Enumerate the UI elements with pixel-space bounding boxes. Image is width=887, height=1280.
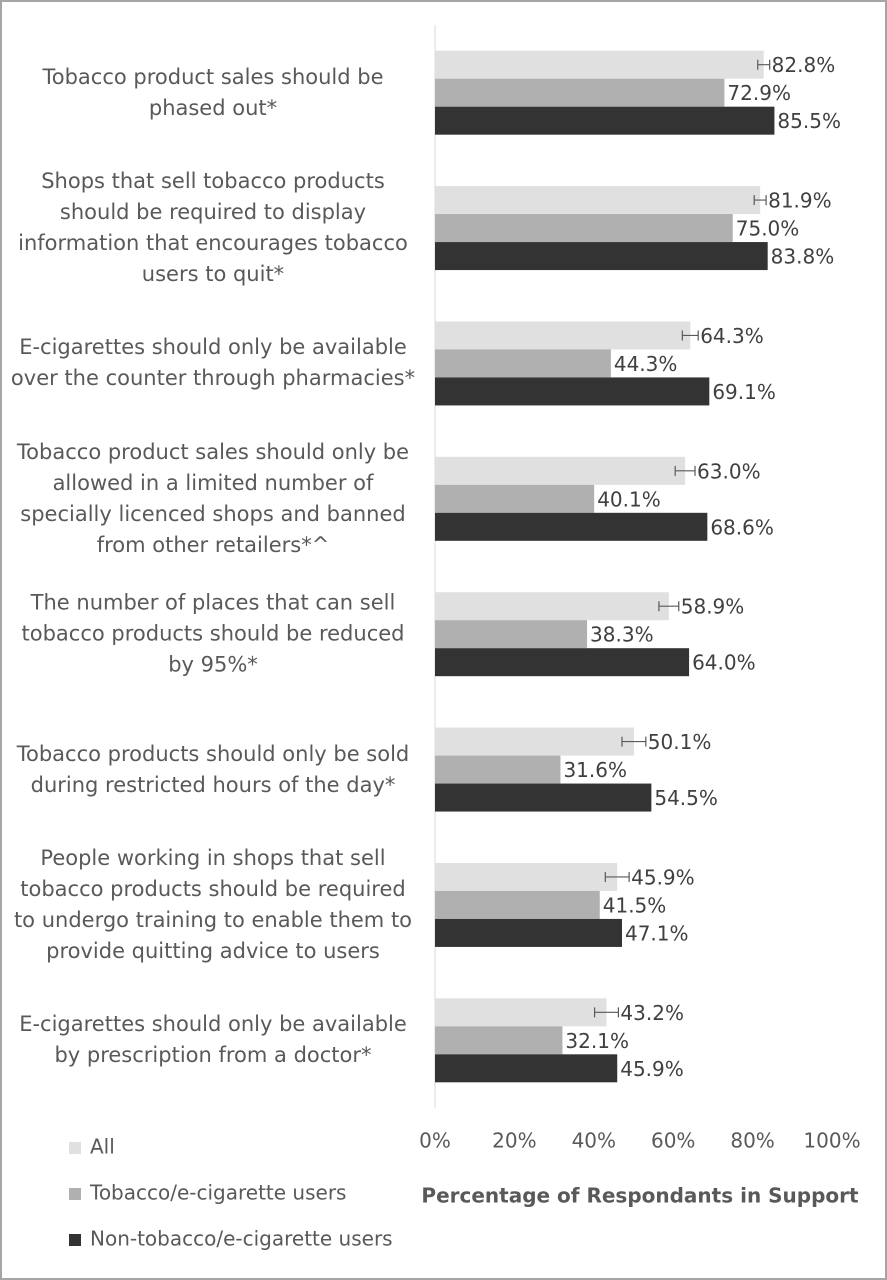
value-label: 82.8%: [772, 53, 836, 77]
x-tick-label: 60%: [651, 1129, 695, 1153]
value-label: 68.6%: [710, 515, 774, 539]
value-label: 58.9%: [681, 595, 745, 619]
value-label: 54.5%: [654, 786, 718, 810]
value-label: 64.0%: [692, 651, 756, 675]
x-tick-label: 80%: [730, 1129, 774, 1153]
bar: [435, 890, 600, 919]
value-label: 45.9%: [620, 1057, 684, 1081]
bar: [435, 862, 618, 891]
category-label: Tobacco product sales should be phased o…: [42, 64, 384, 120]
bar: [435, 918, 622, 947]
x-tick-label: 40%: [572, 1129, 616, 1153]
bar: [435, 620, 588, 649]
value-label: 47.1%: [625, 921, 689, 945]
value-label: 63.0%: [697, 459, 761, 483]
error-bar: [681, 330, 699, 341]
value-label: 85.5%: [777, 109, 841, 133]
x-tick-label: 20%: [492, 1129, 536, 1153]
error-bar: [753, 195, 767, 206]
bar: [435, 1054, 618, 1083]
bar: [435, 78, 725, 107]
bar: [435, 242, 768, 271]
bar: [435, 783, 652, 812]
x-tick-label: 0%: [419, 1129, 451, 1153]
category-label: Shops that sell tobacco products should …: [18, 169, 408, 287]
bar: [435, 727, 634, 756]
error-bar: [604, 871, 630, 882]
error-bar: [621, 736, 647, 747]
category-label: Tobacco products should only be sold dur…: [16, 741, 410, 797]
value-label: 44.3%: [614, 352, 678, 376]
error-bar: [674, 465, 696, 476]
value-label: 69.1%: [712, 380, 776, 404]
category-label: E-cigarettes should only be available by…: [19, 1012, 407, 1068]
category-label: Tobacco product sales should only be all…: [16, 439, 410, 557]
bar: [435, 186, 761, 215]
bar: [435, 214, 733, 243]
value-label: 64.3%: [700, 324, 764, 348]
error-bar: [757, 59, 771, 70]
legend-swatch: [69, 1234, 81, 1246]
value-label: 32.1%: [565, 1029, 629, 1053]
legend-label: All: [90, 1135, 115, 1159]
legend-swatch: [69, 1188, 81, 1200]
bar: [435, 321, 691, 350]
category-label: People working in shops that sell tobacc…: [13, 845, 413, 963]
value-label: 45.9%: [631, 865, 695, 889]
bar: [435, 484, 595, 513]
legend-label: Tobacco/e-cigarette users: [89, 1181, 346, 1205]
legend-label: Non-tobacco/e-cigarette users: [90, 1227, 393, 1251]
value-label: 38.3%: [590, 623, 654, 647]
value-label: 81.9%: [768, 189, 832, 213]
x-axis-title: Percentage of Respondants in Support: [421, 1184, 859, 1208]
error-bar: [593, 1007, 620, 1018]
value-label: 75.0%: [736, 217, 800, 241]
bar: [435, 1026, 563, 1055]
category-label: E-cigarettes should only be available ov…: [10, 335, 416, 391]
value-label: 83.8%: [771, 245, 835, 269]
bar: [435, 106, 775, 135]
value-label: 40.1%: [597, 487, 661, 511]
bar: [435, 377, 710, 406]
bar: [435, 512, 708, 541]
error-bar: [658, 601, 680, 612]
value-label: 72.9%: [727, 81, 791, 105]
value-label: 50.1%: [648, 730, 712, 754]
value-label: 31.6%: [563, 758, 627, 782]
bar: [435, 456, 686, 485]
bar: [435, 349, 611, 378]
value-label: 43.2%: [620, 1001, 684, 1025]
category-label: The number of places that can sell tobac…: [21, 590, 405, 677]
bar: [435, 592, 669, 621]
value-label: 41.5%: [603, 893, 667, 917]
bar: [435, 50, 764, 79]
x-tick-label: 100%: [803, 1129, 860, 1153]
bar: [435, 648, 690, 677]
bar: [435, 998, 607, 1027]
legend-swatch: [69, 1142, 81, 1154]
bar: [435, 755, 561, 784]
